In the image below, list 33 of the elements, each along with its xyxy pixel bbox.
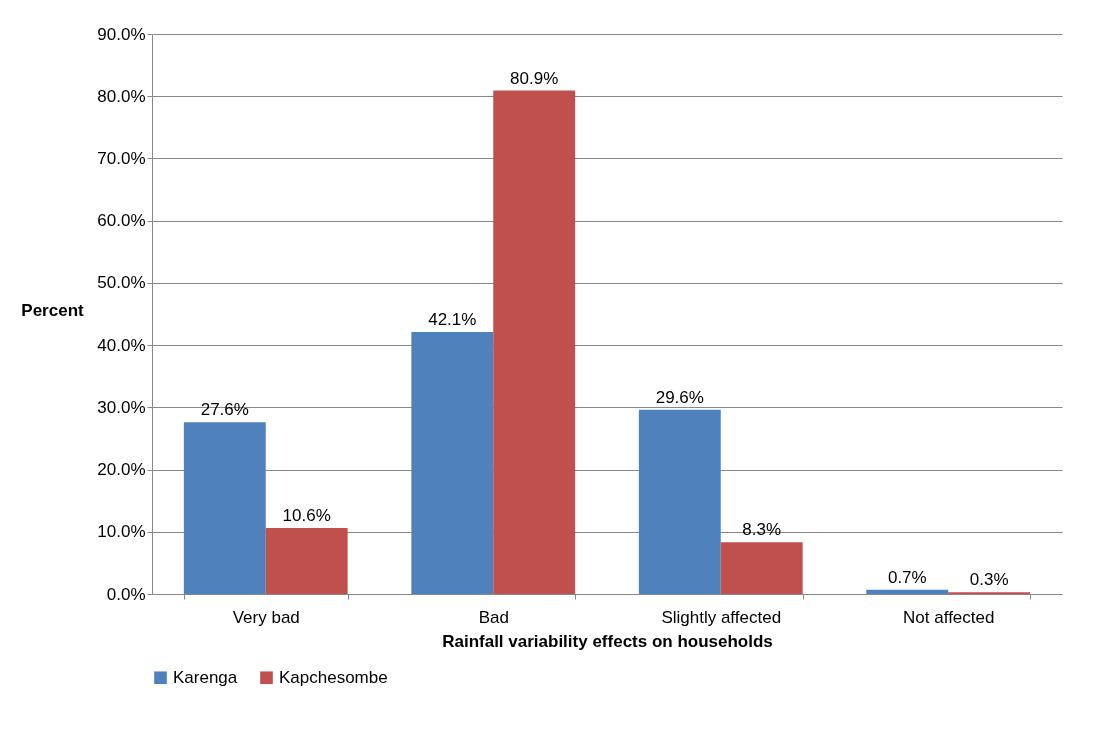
data-label: 0.7% <box>887 567 927 587</box>
y-tick-label: 80.0% <box>97 86 146 106</box>
y-tick-label: 70.0% <box>97 148 146 168</box>
data-label: 0.3% <box>969 570 1009 590</box>
y-tick-label: 90.0% <box>97 24 146 44</box>
data-label: 27.6% <box>200 400 249 420</box>
data-label: 80.9% <box>510 68 559 88</box>
bar <box>183 422 266 594</box>
legend-label: Karenga <box>173 667 238 687</box>
x-tick-label: Very bad <box>232 607 300 627</box>
x-tick-label: Bad <box>478 607 509 627</box>
bar <box>265 528 348 594</box>
bar <box>493 90 576 594</box>
y-tick-label: 20.0% <box>97 460 146 480</box>
y-tick-label: 0.0% <box>106 584 146 604</box>
bar <box>866 589 949 594</box>
y-tick-label: 60.0% <box>97 211 146 231</box>
x-axis-title: Rainfall variability effects on households <box>442 631 773 651</box>
data-label: 29.6% <box>655 387 704 407</box>
data-label: 10.6% <box>282 506 331 526</box>
data-label: 8.3% <box>742 520 782 540</box>
bar <box>638 409 721 594</box>
y-tick-label: 40.0% <box>97 335 146 355</box>
y-tick-label: 50.0% <box>97 273 146 293</box>
y-axis-title: Percent <box>21 300 85 320</box>
legend-label: Kapchesombe <box>279 667 388 687</box>
x-tick-label: Slightly affected <box>661 607 782 627</box>
bar <box>411 332 494 594</box>
y-tick-label: 10.0% <box>97 522 146 542</box>
x-tick-label: Not affected <box>903 607 995 627</box>
data-label: 42.1% <box>428 310 477 330</box>
y-tick-label: 30.0% <box>97 397 146 417</box>
bar <box>720 542 803 594</box>
